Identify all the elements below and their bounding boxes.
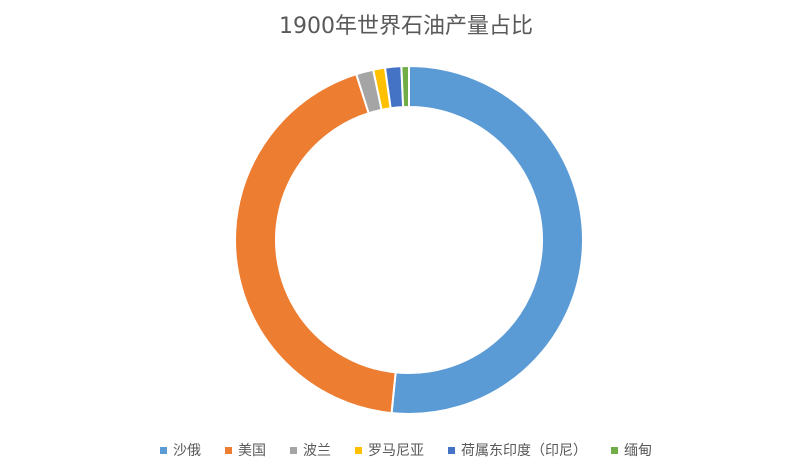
legend-item-usa: 美国 xyxy=(225,440,266,460)
legend-item-poland: 波兰 xyxy=(290,440,331,460)
legend-item-dutch-east-indies: 荷属东印度（印尼） xyxy=(448,440,587,460)
legend-swatch xyxy=(160,446,167,454)
chart-legend: 沙俄 美国 波兰 罗马尼亚 荷属东印度（印尼） 缅甸 xyxy=(0,440,812,460)
doughnut-segment xyxy=(234,72,397,415)
legend-swatch xyxy=(611,446,618,454)
legend-swatch xyxy=(355,446,362,454)
legend-label: 沙俄 xyxy=(173,443,201,459)
doughnut-segment xyxy=(390,64,584,415)
legend-label: 美国 xyxy=(238,443,266,459)
legend-swatch xyxy=(448,446,455,454)
legend-label: 波兰 xyxy=(303,443,331,459)
legend-item-romania: 罗马尼亚 xyxy=(355,440,424,460)
legend-label: 缅甸 xyxy=(624,443,652,459)
legend-label: 荷属东印度（印尼） xyxy=(461,443,587,459)
legend-swatch xyxy=(225,446,232,454)
legend-swatch xyxy=(290,446,297,454)
doughnut-segment xyxy=(400,64,410,109)
legend-item-russia: 沙俄 xyxy=(160,440,201,460)
chart-title: 1900年世界石油产量占比 xyxy=(279,14,533,39)
legend-item-burma: 缅甸 xyxy=(611,440,652,460)
legend-label: 罗马尼亚 xyxy=(368,443,424,459)
